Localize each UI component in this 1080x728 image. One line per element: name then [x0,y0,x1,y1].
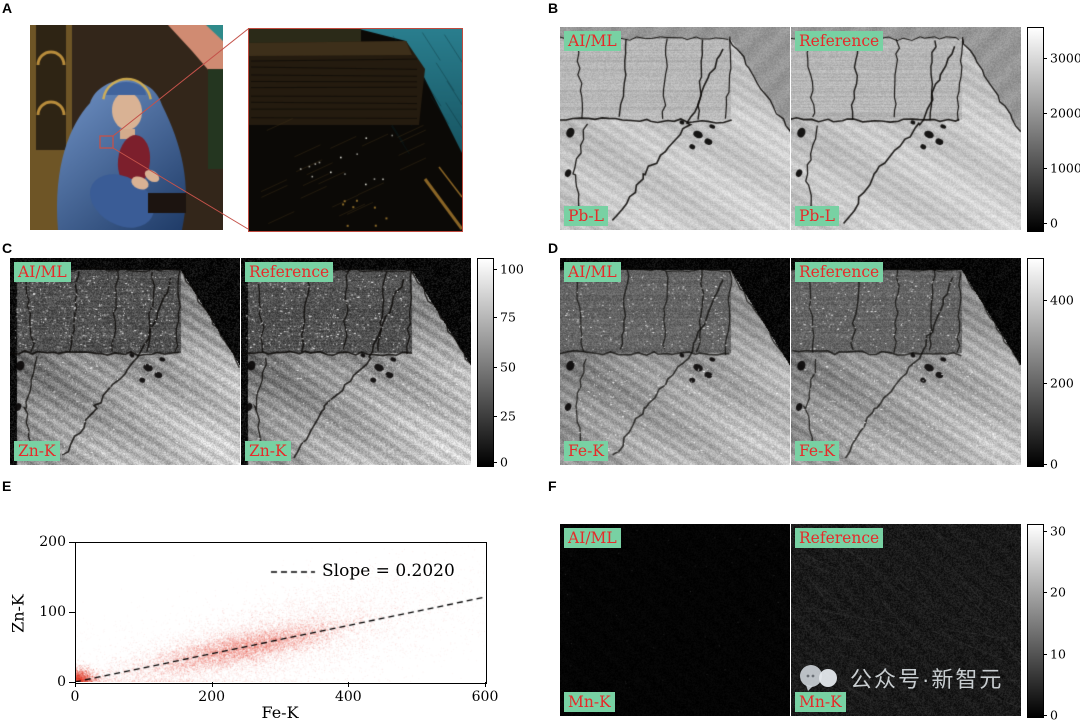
colorbar-tick-mark [1043,653,1047,655]
colorbar-tick-label: 10 [1050,646,1066,662]
colorbar-tick-mark [1043,715,1047,717]
colorbar-pb: 3000 2000 1000 0 [1027,27,1080,232]
panel-f-label: F [548,478,557,494]
colorbar-tick-mark [493,461,497,463]
y-tick-label: 100 [39,604,66,620]
panel-a-label: A [2,0,13,16]
painting-overview-image [30,25,223,230]
colorbar-tick-label: 0 [500,454,508,470]
panel-c-label: C [2,240,13,256]
method-tag: Reference [795,528,884,548]
xrf-map-zn-aiml: AI/ML Zn-K [10,258,240,465]
element-tag: Mn-K [795,692,846,712]
colorbar-tick-mark [1043,592,1047,594]
colorbar-tick-mark [1043,222,1047,224]
x-tick-label: 0 [70,689,80,705]
colorbar-tick-label: 50 [500,359,516,375]
x-tick-mark [211,682,213,687]
colorbar-tick-mark [1043,300,1047,302]
painting-detail-image [248,28,463,232]
x-tick-label: 400 [334,689,362,705]
method-tag: AI/ML [564,262,621,282]
colorbar-tick-label: 30 [1050,523,1066,539]
colorbar-tick-label: 2000 [1050,105,1080,121]
xrf-map-fe-reference: Reference Fe-K [791,258,1021,465]
element-tag: Pb-L [564,206,608,226]
xrf-map-pb-reference: Reference Pb-L [791,27,1021,230]
slope-annotation: Slope = 0.2020 [322,561,455,581]
method-tag: AI/ML [564,31,621,51]
y-tick-mark [69,682,75,683]
x-axis-label: Fe-K [261,703,299,722]
colorbar-zn: 100 75 50 25 0 [477,258,524,469]
xrf-map-canvas [560,524,790,716]
element-tag: Fe-K [564,441,608,461]
colorbar-tick-label: 200 [1050,375,1074,391]
colorbar-tick-label: 75 [500,309,516,325]
colorbar-tick-mark [493,416,497,418]
colorbar-tick-mark [1043,113,1047,115]
method-tag: AI/ML [564,528,621,548]
colorbar-tick-label: 20 [1050,584,1066,600]
y-tick-label: 0 [57,674,66,690]
colorbar-mn: 30 20 10 0 [1027,523,1066,723]
scatter-plot-canvas [75,542,485,682]
panel-d-label: D [548,240,559,256]
colorbar-tick-label: 0 [1050,215,1058,231]
colorbar-tick-label: 400 [1050,292,1074,308]
method-tag: Reference [795,262,884,282]
xrf-map-canvas [791,258,1021,465]
xrf-map-mn-aiml: AI/ML Mn-K [560,524,790,716]
xrf-map-canvas [791,27,1021,230]
x-tick-mark [348,682,350,687]
colorbar-tick-label: 1000 [1050,160,1080,176]
y-tick-mark [69,542,75,543]
element-tag: Pb-L [795,206,839,226]
element-tag: Zn-K [14,441,60,461]
x-tick-mark [485,682,486,687]
chat-bubbles-icon [800,665,837,691]
element-tag: Mn-K [564,692,615,712]
panel-b-label: B [548,0,559,16]
colorbar-tick-mark [1043,383,1047,385]
colorbar-tick-label: 0 [1050,456,1058,472]
xrf-map-fe-aiml: AI/ML Fe-K [560,258,790,465]
xrf-map-canvas [560,258,790,465]
colorbar-tick-label: 100 [500,261,524,277]
colorbar-tick-mark [1043,168,1047,170]
xrf-map-canvas [10,258,240,465]
y-tick-label: 200 [39,534,66,550]
colorbar-fe: 400 200 0 [1027,258,1074,471]
colorbar-tick-label: 3000 [1050,50,1080,66]
colorbar-tick-mark [493,316,497,318]
colorbar-tick-label: 0 [1050,707,1058,723]
xrf-map-pb-aiml: AI/ML Pb-L [560,27,790,230]
element-tag: Zn-K [245,441,291,461]
x-tick-label: 600 [471,689,499,705]
colorbar-tick-mark [493,366,497,368]
colorbar-tick-mark [1043,58,1047,60]
colorbar-tick-mark [1043,530,1047,532]
method-tag: Reference [795,31,884,51]
colorbar-tick-mark [493,269,497,271]
panel-e-label: E [2,478,12,494]
method-tag: AI/ML [14,262,71,282]
colorbar-tick-label: 25 [500,408,516,424]
watermark-text: 公众号·新智元 [850,667,1004,692]
colorbar-tick-mark [1043,463,1047,465]
xrf-map-zn-reference: Reference Zn-K [241,258,471,465]
xrf-map-canvas [560,27,790,230]
method-tag: Reference [245,262,334,282]
xrf-map-canvas [241,258,471,465]
watermark: 公众号·新智元 [798,662,1003,694]
element-tag: Fe-K [795,441,839,461]
x-tick-label: 200 [198,689,226,705]
y-axis-label: Zn-K [8,594,28,633]
x-tick-mark [75,682,76,687]
y-tick-mark [69,612,75,613]
